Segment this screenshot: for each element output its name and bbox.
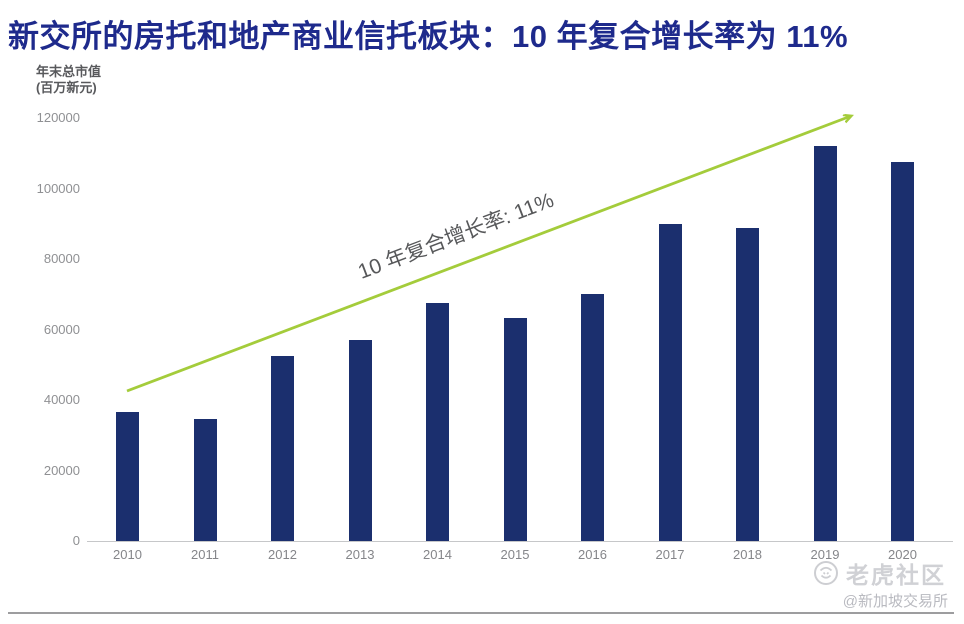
watermark: 老虎社区 <box>813 556 946 590</box>
bar-2010 <box>116 412 139 541</box>
y-axis-title: 年末总市值 (百万新元) <box>36 64 101 96</box>
y-tick-label: 60000 <box>43 321 80 337</box>
y-tick-label: 80000 <box>43 251 80 266</box>
watermark-brand: 老虎社区 <box>846 562 946 588</box>
page-title: 新交所的房托和地产商业信托板块：10 年复合增长率为 11% <box>8 19 849 54</box>
x-axis-line <box>87 541 953 542</box>
bar-2017 <box>658 223 682 541</box>
y-tick-label: 120000 <box>36 110 80 125</box>
bar-2020 <box>891 162 914 541</box>
cagr-annotation: 10 年复合增长率: 11% <box>355 188 558 284</box>
watermark-handle: @新加坡交易所 <box>842 593 948 610</box>
y-tick-label: 40000 <box>43 392 80 407</box>
bar-2018 <box>736 228 759 541</box>
x-axis-label-2013: 2013 <box>345 547 375 562</box>
bar-2013 <box>348 340 372 541</box>
tiger-icon <box>814 561 838 585</box>
x-axis-label-2010: 2010 <box>113 547 142 562</box>
x-axis-label-2011: 2011 <box>191 547 219 562</box>
bar-2016 <box>581 294 604 541</box>
x-axis-label-2012: 2012 <box>268 547 297 562</box>
bar-2014 <box>426 303 449 541</box>
x-axis-label-2020: 2020 <box>888 547 917 562</box>
x-axis-label-2017: 2017 <box>655 547 685 562</box>
bar-2015 <box>503 318 527 541</box>
y-axis-title-line1: 年末总市值 <box>36 64 102 79</box>
y-tick-label: 100000 <box>36 180 80 196</box>
x-axis-label-2016: 2016 <box>578 547 607 562</box>
y-tick-label: 20000 <box>43 462 80 478</box>
x-axis-label-2019: 2019 <box>810 547 840 562</box>
bottom-divider <box>8 612 954 614</box>
bar-2012 <box>271 355 294 541</box>
bar-2019 <box>813 146 837 541</box>
y-tick-label: 0 <box>72 533 80 548</box>
y-axis-title-line2: (百万新元) <box>36 80 97 95</box>
x-axis-label-2018: 2018 <box>733 547 762 562</box>
x-axis-label-2015: 2015 <box>500 547 530 562</box>
x-axis-label-2014: 2014 <box>423 547 452 562</box>
bar-2011 <box>193 419 217 541</box>
